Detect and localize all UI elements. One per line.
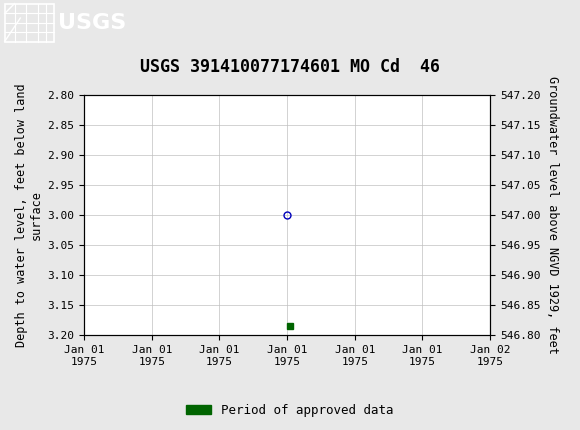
Text: USGS 391410077174601 MO Cd  46: USGS 391410077174601 MO Cd 46 (140, 58, 440, 76)
Bar (5, 3, 54, 42)
Y-axis label: Depth to water level, feet below land
surface: Depth to water level, feet below land su… (15, 83, 44, 347)
Legend: Period of approved data: Period of approved data (181, 399, 399, 421)
Text: USGS: USGS (58, 12, 126, 33)
Y-axis label: Groundwater level above NGVD 1929, feet: Groundwater level above NGVD 1929, feet (546, 76, 559, 354)
